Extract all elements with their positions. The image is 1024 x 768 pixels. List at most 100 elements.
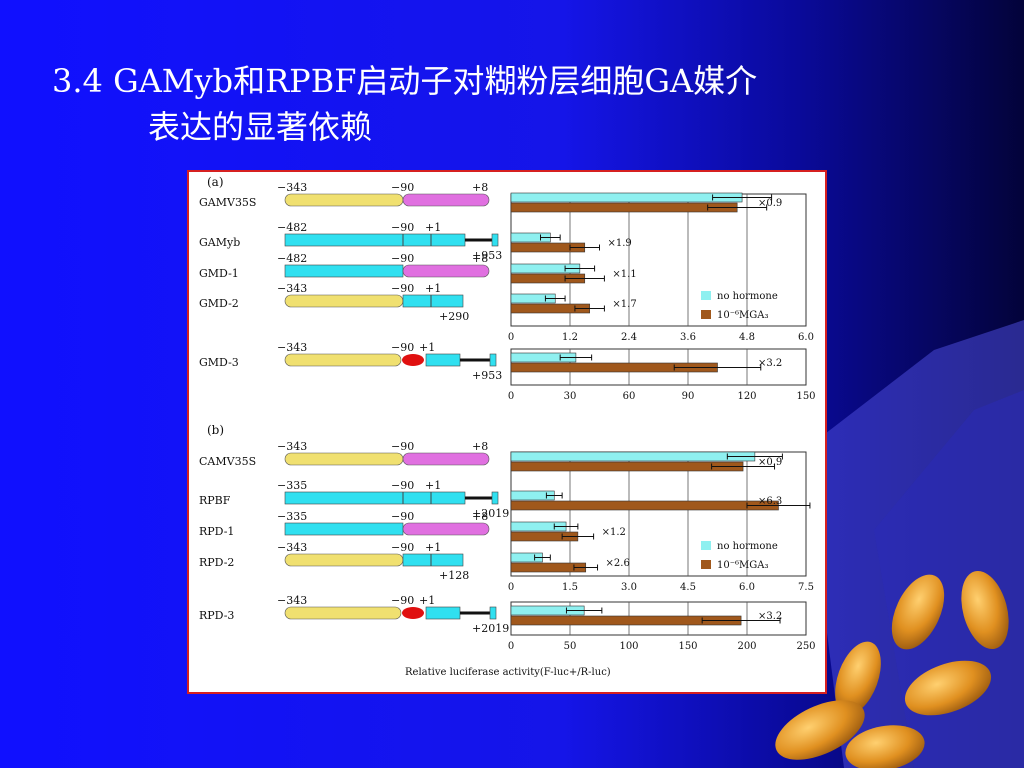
promoter-segment-cyan xyxy=(284,264,404,278)
promoter-segment-red xyxy=(402,354,424,366)
construct-name: GMD-3 xyxy=(199,356,239,369)
x-tick-label: 250 xyxy=(796,641,815,652)
fold-change-label: ×1.2 xyxy=(602,527,626,538)
x-tick-label: 60 xyxy=(623,391,636,402)
promoter-segment-yellow xyxy=(284,294,404,308)
fold-change-label: ×3.2 xyxy=(758,611,782,622)
promoter-segment-yellow xyxy=(284,353,402,367)
bar-no-hormone xyxy=(510,192,743,203)
x-tick-label: 90 xyxy=(682,391,695,402)
rice-grains-decoration xyxy=(775,570,1009,768)
position-label-mid: −90 xyxy=(391,440,414,453)
position-label-mid: −90 xyxy=(391,510,414,523)
legend-swatch-ga3 xyxy=(701,560,711,569)
x-tick-label: 1.2 xyxy=(562,332,578,343)
construct-name: RPBF xyxy=(199,494,231,507)
position-label-mid: −90 xyxy=(391,282,414,295)
x-tick-label: 7.5 xyxy=(798,582,814,593)
promoter-segment-yellow xyxy=(284,553,404,567)
x-tick-label: 4.5 xyxy=(680,582,696,593)
position-label-right: +2019 xyxy=(472,622,509,635)
reporter-stub xyxy=(489,606,497,620)
position-label-tss: +1 xyxy=(425,221,441,234)
fold-change-label: ×2.6 xyxy=(606,558,630,569)
position-label-right: +953 xyxy=(472,369,502,382)
x-tick-label: 0 xyxy=(508,391,514,402)
position-label-left: −343 xyxy=(277,282,307,295)
x-tick-label: 2.4 xyxy=(621,332,637,343)
position-label-right: +8 xyxy=(472,252,488,265)
position-label-tss: +1 xyxy=(419,594,435,607)
x-tick-label: 6.0 xyxy=(798,332,814,343)
position-label-left: −482 xyxy=(277,252,307,265)
legend-no-hormone: no hormone xyxy=(717,291,778,302)
reporter-stub xyxy=(489,353,497,367)
x-tick-label: 0 xyxy=(508,332,514,343)
position-label-left: −343 xyxy=(277,594,307,607)
x-tick-label: 0 xyxy=(508,641,514,652)
x-tick-label: 6.0 xyxy=(739,582,755,593)
fold-change-label: ×3.2 xyxy=(758,358,782,369)
position-label-right: +953 xyxy=(472,249,502,262)
fold-change-label: ×1.7 xyxy=(612,299,636,310)
position-label-mid: −90 xyxy=(391,594,414,607)
legend-ga3: 10⁻⁶MGA₃ xyxy=(717,560,768,571)
position-label-mid: −90 xyxy=(391,181,414,194)
bar-ga3 xyxy=(510,202,738,213)
promoter-segment-yellow xyxy=(284,606,402,620)
fold-change-label: ×6.3 xyxy=(758,496,782,507)
position-label-mid: −90 xyxy=(391,341,414,354)
position-label-right: +8 xyxy=(472,510,488,523)
construct-name: GAMyb xyxy=(199,236,240,249)
x-tick-label: 200 xyxy=(737,641,756,652)
promoter-segment-yellow xyxy=(284,193,404,207)
title-line-1: 3.4 GAMyb和RPBF启动子对糊粉层细胞GA媒介 xyxy=(52,62,758,100)
position-label-left: −343 xyxy=(277,541,307,554)
promoter-segment-yellow xyxy=(284,452,404,466)
promoter-segment-cyan xyxy=(284,491,466,505)
construct-name: RPD-1 xyxy=(199,525,234,538)
promoter-segment-cyan xyxy=(402,553,464,567)
panel-label: (b) xyxy=(207,423,224,437)
x-tick-label: 1.5 xyxy=(562,582,578,593)
position-label-left: −482 xyxy=(277,221,307,234)
fold-change-label: ×1.1 xyxy=(612,269,636,280)
promoter-segment-cyan xyxy=(284,522,404,536)
fold-change-label: ×1.9 xyxy=(608,238,632,249)
promoter-segment-cyan xyxy=(425,606,461,620)
x-tick-label: 150 xyxy=(796,391,815,402)
legend-swatch-no-hormone xyxy=(701,541,711,550)
bar-ga3 xyxy=(510,500,779,511)
promoter-segment-pink xyxy=(402,264,490,278)
position-label-left: −335 xyxy=(277,479,307,492)
position-label-left: −343 xyxy=(277,341,307,354)
position-label-right: +2019 xyxy=(472,507,509,520)
promoter-segment-cyan xyxy=(425,353,461,367)
title-line-2: 表达的显著依赖 xyxy=(148,108,373,146)
position-label-tss: +1 xyxy=(425,282,441,295)
construct-name: RPD-2 xyxy=(199,556,234,569)
x-tick-label: 3.6 xyxy=(680,332,696,343)
x-axis-label: Relative luciferase activity(F-luc+/R-lu… xyxy=(405,667,611,678)
position-label-tss: +1 xyxy=(419,341,435,354)
panel-label: (a) xyxy=(207,175,224,189)
position-label-tss: +1 xyxy=(425,541,441,554)
construct-name: GAMV35S xyxy=(199,196,256,209)
x-tick-label: 4.8 xyxy=(739,332,755,343)
reporter-stub xyxy=(491,233,499,247)
reporter-stub xyxy=(491,491,499,505)
legend-ga3: 10⁻⁶MGA₃ xyxy=(717,310,768,321)
promoter-segment-red xyxy=(402,607,424,619)
construct-name: RPD-3 xyxy=(199,609,234,622)
position-label-right: +8 xyxy=(472,181,488,194)
legend-swatch-no-hormone xyxy=(701,291,711,300)
fold-change-label: ×0.9 xyxy=(758,198,782,209)
legend-no-hormone: no hormone xyxy=(717,541,778,552)
construct-name: GMD-1 xyxy=(199,267,239,280)
position-label-mid: −90 xyxy=(391,479,414,492)
legend-swatch-ga3 xyxy=(701,310,711,319)
position-label-mid: −90 xyxy=(391,252,414,265)
promoter-segment-pink xyxy=(402,452,490,466)
bar-no-hormone xyxy=(510,451,756,462)
position-label-mid: −90 xyxy=(391,541,414,554)
